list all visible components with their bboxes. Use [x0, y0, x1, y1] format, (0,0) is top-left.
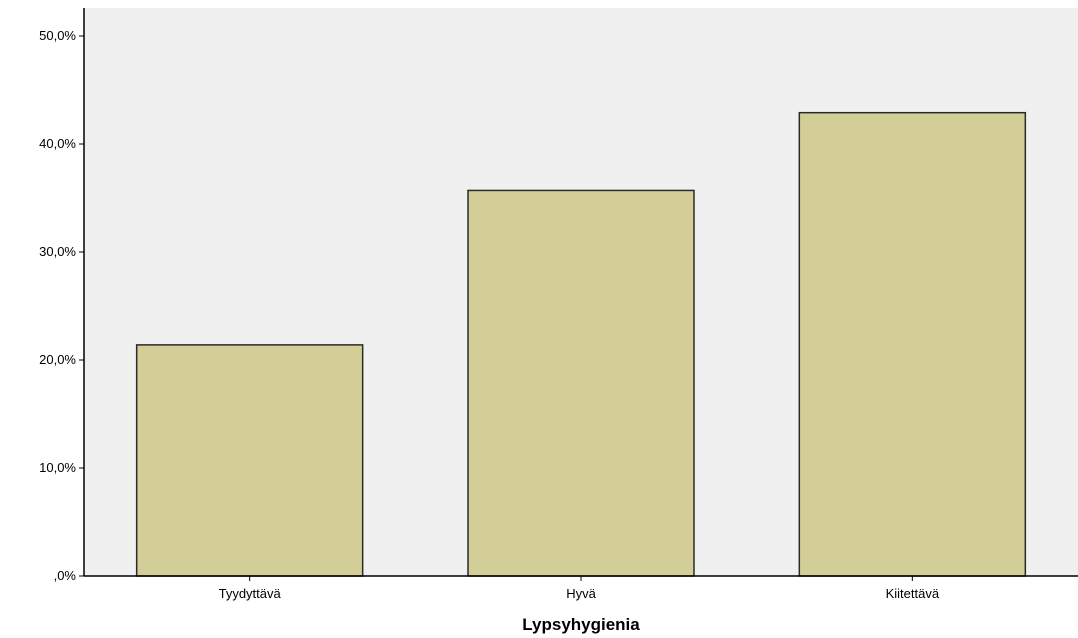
y-axis: ,0% 10,0% 20,0% 30,0% 40,0% 50,0%: [39, 8, 85, 583]
y-tick-label: 10,0%: [39, 460, 76, 475]
y-tick-label: 20,0%: [39, 352, 76, 367]
y-tick-label: 30,0%: [39, 244, 76, 259]
y-tick-label: 40,0%: [39, 136, 76, 151]
x-tick-label: Hyvä: [566, 586, 596, 601]
x-axis: Tyydyttävä Hyvä Kiitettävä: [84, 575, 1078, 601]
bar-2: [798, 111, 1027, 577]
x-tick-label: Kiitettävä: [886, 586, 940, 601]
x-axis-title: Lypsyhygienia: [522, 615, 640, 634]
bar-0: [135, 344, 364, 577]
y-tick-label: ,0%: [54, 568, 77, 583]
y-tick-label: 50,0%: [39, 28, 76, 43]
bar-1: [467, 189, 695, 577]
x-tick-label: Tyydyttävä: [219, 586, 282, 601]
